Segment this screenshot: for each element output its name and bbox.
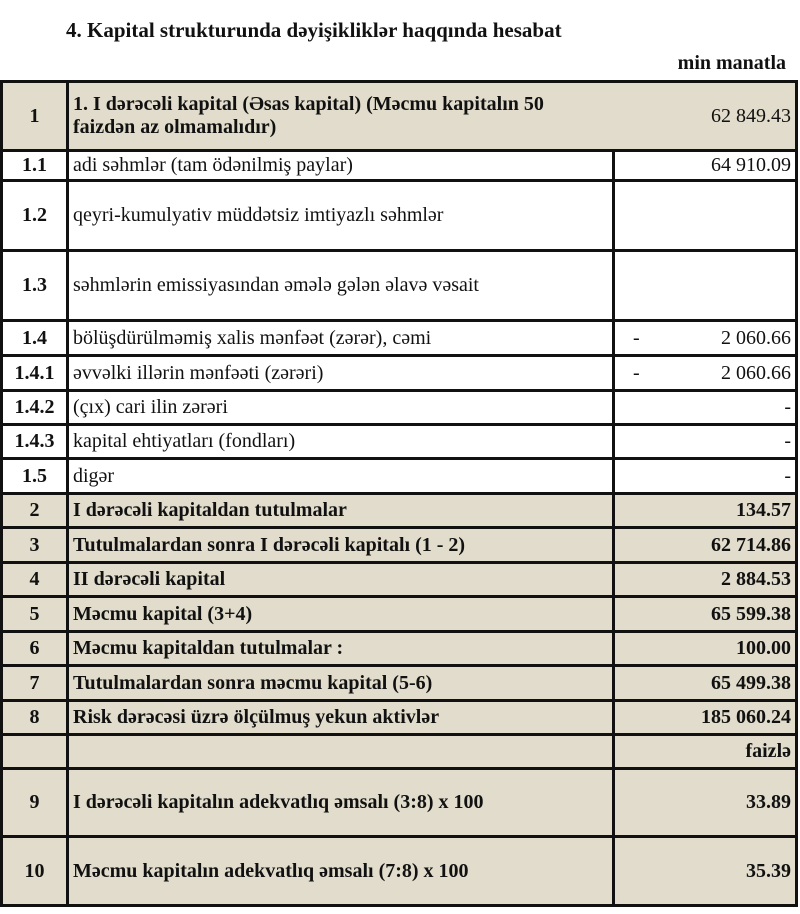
- row-number: 7: [0, 664, 69, 702]
- row-number: 9: [0, 767, 69, 838]
- row-value-cell: 2 884.53: [612, 561, 798, 598]
- row-value-cell: 65 599.38: [612, 595, 798, 633]
- row-value: 35.39: [746, 859, 791, 882]
- table-row: 1.5 digər -: [0, 457, 798, 495]
- row-number: 1.2: [0, 179, 69, 252]
- row-label: 1. I dərəcəli kapital (Əsas kapital) (Mə…: [66, 80, 614, 152]
- row-value: 62 849.43: [711, 104, 791, 127]
- row-value: 65 499.38: [711, 671, 791, 694]
- row-label: Məcmu kapitalın adekvatlıq əmsalı (7:8) …: [66, 835, 615, 907]
- row-number: 1: [0, 80, 69, 152]
- table-row: 10 Məcmu kapitalın adekvatlıq əmsalı (7:8…: [0, 835, 798, 907]
- row-value: 62 714.86: [711, 533, 791, 556]
- row-value: 33.89: [746, 791, 791, 813]
- row-number: 5: [0, 595, 69, 633]
- row-number: 1.3: [0, 249, 69, 322]
- row-label: Məcmu kapital (3+4): [66, 595, 615, 633]
- row-value: -: [784, 396, 791, 418]
- row-value: -: [784, 430, 791, 452]
- row-value-cell: 134.57: [612, 492, 798, 529]
- table-row: 7 Tutulmalardan sonra məcmu kapital (5-6)…: [0, 664, 798, 702]
- row-number: 1.4.3: [0, 423, 69, 460]
- row-value: faizlə: [745, 740, 791, 762]
- row-value-cell: - 2 060.66: [612, 319, 798, 357]
- table-row: 1.3 səhmlərin emissiyasından əmələ gələn …: [0, 249, 798, 322]
- row-value: 2 060.66: [721, 326, 791, 349]
- row-value: 2 060.66: [721, 361, 791, 384]
- row-value: 64 910.09: [711, 154, 791, 176]
- row-value: 100.00: [736, 637, 791, 659]
- row-value-cell: 65 499.38: [612, 664, 798, 702]
- table-row: 1.4.3 kapital ehtiyatları (fondları) -: [0, 423, 798, 460]
- row-value: 2 884.53: [721, 568, 791, 590]
- row-label: Tutulmalardan sonra I dərəcəli kapitalı …: [66, 526, 615, 564]
- row-label: I dərəcəli kapitalın adekvatlıq əmsalı (…: [66, 767, 615, 838]
- row-label: adi səhmlər (tam ödənilmiş paylar): [66, 149, 615, 182]
- row-number: 10: [0, 835, 69, 907]
- row-number: [0, 733, 69, 770]
- row-number: 3: [0, 526, 69, 564]
- row-label: Risk dərəcəsi üzrə ölçülmuş yekun aktivl…: [66, 699, 615, 736]
- table-row: 6 Məcmu kapitaldan tutulmalar : 100.00: [0, 630, 798, 667]
- table-row: 5 Məcmu kapital (3+4) 65 599.38: [0, 595, 798, 633]
- row-number: 4: [0, 561, 69, 598]
- row-number: 1.1: [0, 149, 69, 182]
- row-value-cell: 100.00: [612, 630, 798, 667]
- row-value-cell: 33.89: [612, 767, 798, 838]
- unit-label: min manatla: [677, 52, 786, 74]
- row-value-cell: 64 910.09: [612, 149, 798, 182]
- row-number: 1.4.2: [0, 389, 69, 426]
- row-label: səhmlərin emissiyasından əmələ gələn əla…: [66, 249, 615, 322]
- row-value-cell: - 2 060.66: [612, 354, 798, 392]
- row-value-cell: faizlə: [612, 733, 798, 770]
- table-row: 3 Tutulmalardan sonra I dərəcəli kapitalı…: [0, 526, 798, 564]
- table-row: 4 II dərəcəli kapital 2 884.53: [0, 561, 798, 598]
- row-value-cell: [612, 179, 798, 252]
- row-value: -: [784, 464, 791, 487]
- row-value-cell: -: [612, 457, 798, 495]
- row-number: 2: [0, 492, 69, 529]
- row-value: 65 599.38: [711, 602, 791, 625]
- row-label: bölüşdürülməmiş xalis mənfəət (zərər), c…: [66, 319, 615, 357]
- table-row: 1.4.2 (çıx) cari ilin zərəri -: [0, 389, 798, 426]
- negative-sign: -: [633, 326, 640, 349]
- row-label: kapital ehtiyatları (fondları): [66, 423, 615, 460]
- row-value-cell: 185 060.24: [612, 699, 798, 736]
- row-label: I dərəcəli kapitaldan tutulmalar: [66, 492, 615, 529]
- table-row: 1.1 adi səhmlər (tam ödənilmiş paylar) 64 …: [0, 149, 798, 182]
- row-number: 1.4: [0, 319, 69, 357]
- table-row: 1.4.1 əvvəlki illərin mənfəəti (zərəri) - 2…: [0, 354, 798, 392]
- row-label: digər: [66, 457, 615, 495]
- row-number: 6: [0, 630, 69, 667]
- row-value: 134.57: [736, 499, 791, 521]
- row-number: 1.4.1: [0, 354, 69, 392]
- table-row: 1.2 qeyri-kumulyativ müddətsiz imtiyazlı …: [0, 179, 798, 252]
- row-value-cell: 62 714.86: [612, 526, 798, 564]
- row-value-cell: -: [612, 423, 798, 460]
- table-row: 1.4 bölüşdürülməmiş xalis mənfəət (zərər)…: [0, 319, 798, 357]
- row-label: (çıx) cari ilin zərəri: [66, 389, 615, 426]
- row-label: II dərəcəli kapital: [66, 561, 615, 598]
- row-value: 185 060.24: [701, 706, 791, 728]
- row-label: əvvəlki illərin mənfəəti (zərəri): [66, 354, 615, 392]
- table-row: faizlə: [0, 733, 798, 770]
- row-number: 1.5: [0, 457, 69, 495]
- row-value-cell: -: [612, 389, 798, 426]
- row-label: Məcmu kapitaldan tutulmalar :: [66, 630, 615, 667]
- table-row: 1 1. I dərəcəli kapital (Əsas kapital) (M…: [0, 80, 798, 152]
- negative-sign: -: [633, 361, 640, 384]
- table-row: 8 Risk dərəcəsi üzrə ölçülmuş yekun aktiv…: [0, 699, 798, 736]
- row-number: 8: [0, 699, 69, 736]
- row-label: [66, 733, 615, 770]
- capital-structure-table: 1 1. I dərəcəli kapital (Əsas kapital) (M…: [0, 80, 798, 907]
- row-label: qeyri-kumulyativ müddətsiz imtiyazlı səh…: [66, 179, 615, 252]
- row-value-cell: 35.39: [612, 835, 798, 907]
- report-title: 4. Kapital strukturunda dəyişikliklər ha…: [66, 18, 562, 42]
- row-value-cell: [612, 249, 798, 322]
- row-value-cell: 62 849.43: [613, 80, 798, 152]
- row-label: Tutulmalardan sonra məcmu kapital (5-6): [66, 664, 615, 702]
